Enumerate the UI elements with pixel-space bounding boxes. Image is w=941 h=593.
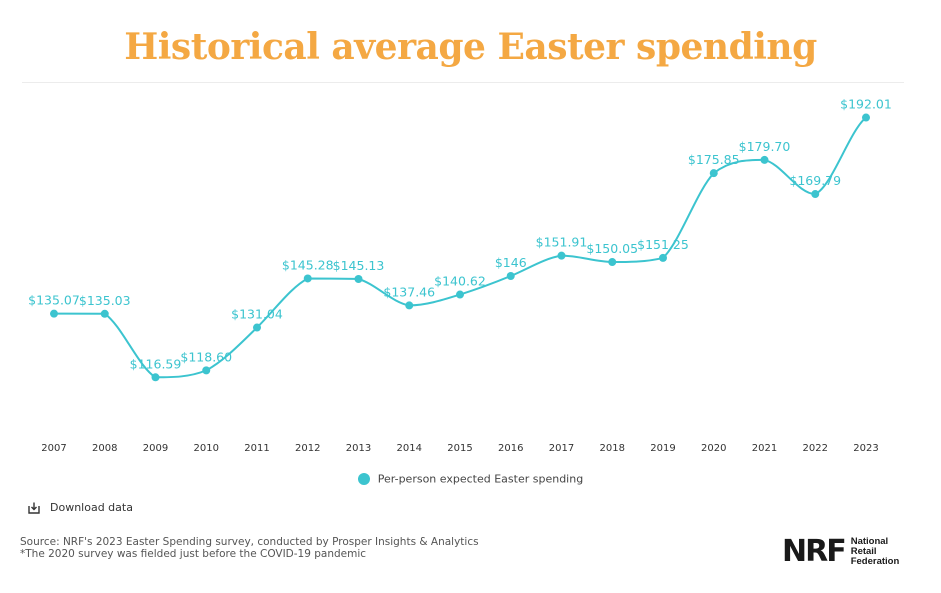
chart-title: Historical average Easter spending	[124, 26, 817, 68]
data-point	[709, 169, 718, 178]
x-tick-label: 2015	[447, 443, 472, 454]
download-data-button[interactable]: Download data	[28, 501, 133, 514]
footnote-line: *The 2020 survey was fielded just before…	[20, 548, 367, 560]
data-label: $151.25	[637, 237, 689, 252]
data-point	[303, 274, 312, 283]
data-label: $192.01	[840, 97, 892, 112]
data-point	[405, 301, 414, 310]
data-label: $135.07	[28, 293, 80, 308]
x-tick-label: 2013	[346, 443, 371, 454]
data-point	[354, 274, 363, 283]
x-tick-label: 2008	[92, 443, 117, 454]
data-point	[760, 155, 769, 164]
legend-marker	[357, 473, 370, 485]
logo-mark: NRF	[782, 534, 847, 569]
data-point	[253, 323, 261, 332]
data-point	[506, 272, 515, 280]
data-label: $169.79	[789, 173, 841, 188]
data-point	[151, 373, 160, 382]
data-label: $137.46	[383, 284, 435, 299]
x-tick-label: 2023	[853, 443, 878, 454]
data-point	[862, 113, 870, 122]
download-label: Download data	[50, 501, 133, 514]
data-point	[456, 290, 464, 299]
data-point	[557, 251, 566, 260]
data-point	[100, 309, 109, 318]
download-icon	[28, 502, 40, 514]
data-label: $140.62	[434, 274, 486, 289]
data-label: $118.60	[180, 349, 232, 364]
data-point	[202, 366, 211, 375]
nrf-logo: NRF National Retail Federation	[782, 537, 899, 567]
x-tick-label: 2016	[498, 443, 523, 454]
data-point	[811, 190, 820, 199]
logo-line-3: Federation	[850, 556, 900, 567]
data-label: $145.28	[282, 257, 334, 272]
legend-label: Per-person expected Easter spending	[377, 472, 584, 486]
x-tick-label: 2019	[650, 443, 675, 454]
x-tick-label: 2020	[701, 443, 726, 454]
x-tick-label: 2022	[803, 443, 828, 454]
data-label: $131.04	[231, 307, 283, 322]
legend[interactable]: Per-person expected Easter spending	[0, 472, 941, 486]
x-tick-label: 2017	[549, 443, 574, 454]
data-point	[608, 258, 617, 267]
source-line: Source: NRF's 2023 Easter Spending surve…	[20, 536, 479, 548]
data-label: $116.59	[130, 356, 182, 371]
x-tick-label: 2010	[194, 443, 219, 454]
x-tick-label: 2012	[295, 443, 320, 454]
data-label: $145.13	[333, 258, 385, 273]
x-tick-label: 2018	[600, 443, 625, 454]
x-tick-label: 2014	[397, 443, 422, 454]
data-label: $175.85	[688, 152, 740, 167]
data-label: $150.05	[586, 241, 638, 256]
line-chart: $135.07 $135.03 $116.59 $118.60 $131.04 $145.…	[28, 97, 892, 454]
series-line	[53, 116, 867, 379]
data-point	[659, 253, 667, 262]
x-tick-label: 2009	[143, 443, 168, 454]
title-divider	[22, 82, 904, 83]
source-note: Source: NRF's 2023 Easter Spending surve…	[20, 536, 479, 560]
logo-line-2: Retail	[850, 546, 877, 557]
data-label: $135.03	[79, 293, 131, 308]
x-tick-label: 2007	[41, 443, 66, 454]
logo-line-1: National	[850, 536, 889, 547]
data-point	[50, 309, 58, 318]
data-label: $151.91	[536, 235, 588, 250]
x-tick-label: 2011	[244, 443, 269, 454]
x-tick-label: 2021	[752, 443, 777, 454]
logo-wordmark: National Retail Federation	[851, 537, 900, 567]
data-label: $179.70	[739, 139, 791, 154]
data-label: $146	[495, 255, 527, 270]
